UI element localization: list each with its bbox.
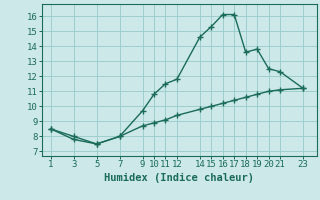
X-axis label: Humidex (Indice chaleur): Humidex (Indice chaleur)	[104, 173, 254, 183]
